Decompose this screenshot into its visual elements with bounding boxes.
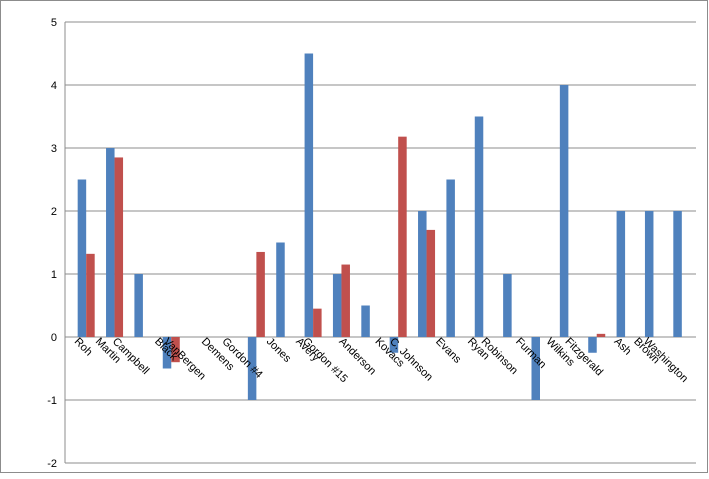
bar <box>86 253 95 337</box>
bar <box>162 337 172 369</box>
bar <box>559 85 569 337</box>
bar <box>247 337 257 400</box>
bar <box>313 308 322 337</box>
y-tick-label: 0 <box>51 332 57 344</box>
bar <box>474 116 484 337</box>
bar <box>398 136 407 337</box>
bar <box>171 337 180 363</box>
bar <box>256 251 265 337</box>
bar <box>106 148 115 337</box>
bar <box>503 274 512 337</box>
bar <box>446 179 455 337</box>
bar <box>596 333 606 337</box>
bar <box>418 211 427 337</box>
bar <box>134 274 143 337</box>
bar <box>588 337 597 353</box>
bar <box>114 157 124 337</box>
y-tick-label: 4 <box>51 80 57 92</box>
y-tick-label: 3 <box>51 143 57 155</box>
bar <box>389 337 399 353</box>
y-tick-label: 1 <box>51 269 57 281</box>
bar <box>426 229 436 337</box>
bar <box>644 211 654 337</box>
bar <box>276 242 285 337</box>
bar <box>673 211 682 337</box>
y-tick-label: 5 <box>51 17 57 29</box>
bar <box>341 264 350 337</box>
bar <box>531 337 540 400</box>
bar <box>616 211 626 337</box>
y-tick-label: -1 <box>47 395 57 407</box>
bar <box>77 179 87 337</box>
bar <box>304 53 314 337</box>
y-tick-label: 2 <box>51 206 57 218</box>
bar <box>361 305 370 337</box>
bar <box>332 274 342 337</box>
y-tick-label: -2 <box>47 458 57 470</box>
